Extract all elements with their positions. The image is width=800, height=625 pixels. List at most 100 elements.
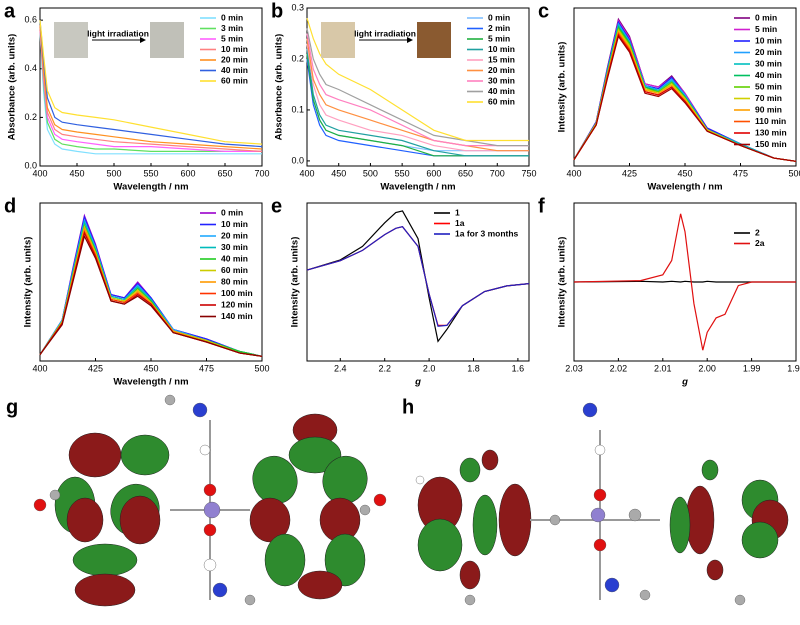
x-tick-label: 700: [254, 168, 269, 178]
plot-frame: [306, 7, 530, 167]
arrow-head: [140, 37, 146, 43]
series-line: [306, 18, 529, 142]
series-line: [306, 38, 529, 152]
y-tick-label: 0.3: [291, 2, 304, 12]
x-tick-label: 400: [32, 168, 47, 178]
series-line: [573, 213, 796, 351]
legend-label: 30 min: [488, 75, 515, 85]
orbital-lobe: [459, 457, 481, 483]
x-tick-label: 400: [32, 363, 47, 373]
legend-label: 1: [455, 207, 460, 217]
atom: [590, 507, 606, 523]
legend-label: 1a for 3 months: [455, 228, 519, 238]
legend-label: 40 min: [755, 70, 782, 80]
legend-label: 1a: [455, 218, 465, 228]
y-axis-label: Absorbance (arb. units): [7, 34, 18, 141]
annotation: light irradiation: [87, 28, 149, 38]
panel-label: c: [538, 0, 549, 22]
series-line: [39, 32, 262, 155]
legend-label: 150 min: [755, 139, 787, 149]
legend-label: 20 min: [488, 65, 515, 75]
legend-label: 10 min: [488, 44, 515, 54]
inset-photo: [417, 22, 451, 58]
x-tick-label: 475: [199, 363, 214, 373]
panel-label: e: [271, 195, 282, 217]
legend-label: 0 min: [221, 12, 243, 22]
y-tick-label: 0.1: [291, 104, 304, 114]
x-axis-label: Wavelength / nm: [113, 377, 188, 388]
orbital-lobe: [685, 485, 715, 555]
legend-label: 60 min: [221, 265, 248, 275]
series-line: [39, 234, 263, 357]
x-tick-label: 450: [143, 363, 158, 373]
y-axis-label: Intensity (arb. units): [557, 237, 568, 328]
panel-label: b: [271, 0, 283, 22]
x-tick-label: 600: [180, 168, 195, 178]
x-tick-label: 475: [733, 168, 748, 178]
legend-label: 3 min: [221, 23, 243, 33]
atom: [593, 488, 607, 502]
atom: [244, 594, 256, 606]
x-tick-label: 450: [677, 168, 692, 178]
atom: [203, 483, 217, 497]
x-tick-label: 550: [143, 168, 158, 178]
legend-label: 0 min: [488, 12, 510, 22]
atom: [593, 538, 607, 552]
orbital-lobe: [498, 483, 532, 557]
series-line: [306, 33, 529, 147]
series-line: [573, 34, 797, 162]
y-axis-label: Absorbance (arb. units): [274, 34, 285, 141]
legend-label: 20 min: [221, 230, 248, 240]
x-tick-label: 650: [217, 168, 232, 178]
atom: [594, 444, 606, 456]
legend-label: 20 min: [221, 54, 248, 64]
legend-label: 30 min: [221, 242, 248, 252]
plot-frame: [306, 202, 530, 362]
panel-label: f: [538, 195, 545, 217]
atom: [604, 577, 620, 593]
legend-label: 140 min: [221, 311, 253, 321]
x-tick-label: 450: [331, 168, 346, 178]
legend-label: 10 min: [755, 35, 782, 45]
legend-label: 10 min: [221, 219, 248, 229]
panel-label: h: [402, 396, 414, 418]
legend-label: 60 min: [221, 75, 248, 85]
x-tick-label: 500: [106, 168, 121, 178]
legend-label: 40 min: [488, 86, 515, 96]
legend-label: 50 min: [755, 81, 782, 91]
y-tick-label: 0.0: [24, 160, 37, 170]
x-axis-label: g: [414, 377, 421, 388]
atom: [549, 514, 561, 526]
legend-label: 90 min: [755, 104, 782, 114]
x-tick-label: 1.8: [467, 363, 480, 373]
x-tick-label: 2.02: [610, 363, 628, 373]
legend-label: 0 min: [755, 12, 777, 22]
panel-label: d: [4, 195, 16, 217]
y-tick-label: 0.4: [24, 63, 37, 73]
x-tick-label: 2.2: [378, 363, 391, 373]
legend-label: 110 min: [755, 116, 786, 126]
atom: [628, 508, 642, 522]
atom: [212, 582, 228, 598]
orbital-lobe: [481, 449, 499, 471]
x-tick-label: 2.4: [334, 363, 347, 373]
legend-label: 5 min: [221, 33, 243, 43]
series-line: [306, 43, 529, 152]
atom: [33, 498, 47, 512]
orbital-lobe: [288, 436, 342, 474]
y-axis-label: Intensity (arb. units): [23, 237, 34, 328]
y-tick-label: 0.6: [24, 15, 37, 25]
legend-label: 130 min: [755, 127, 787, 137]
series-line: [306, 48, 529, 157]
atom: [192, 402, 208, 418]
panel-label: a: [4, 0, 16, 22]
orbital-images: [33, 394, 789, 607]
series-line: [573, 280, 796, 283]
atom: [734, 594, 746, 606]
orbital-lobe: [459, 560, 481, 590]
y-tick-label: 0.2: [24, 112, 37, 122]
legend-label: 5 min: [488, 33, 510, 43]
x-tick-label: 500: [363, 168, 378, 178]
inset-photo: [150, 22, 184, 58]
atom: [639, 589, 651, 601]
